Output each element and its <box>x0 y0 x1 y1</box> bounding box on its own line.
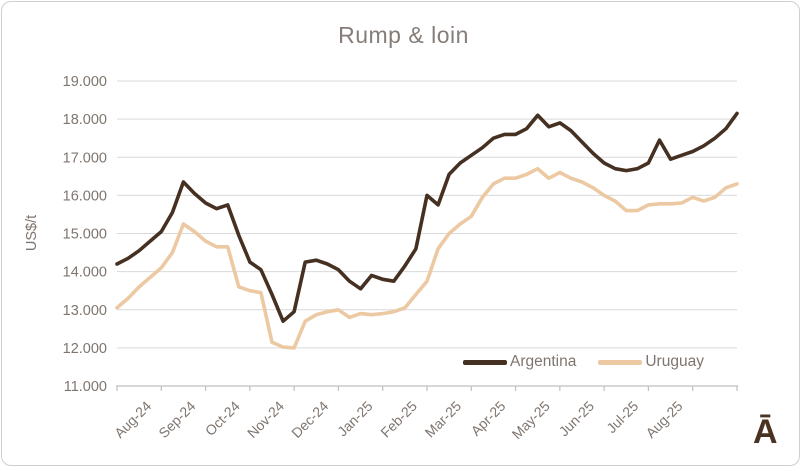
legend-item-argentina: Argentina <box>463 353 576 371</box>
legend: Argentina Uruguay <box>463 353 704 371</box>
svg-text:Jul-25: Jul-25 <box>603 398 641 436</box>
chart-title: Rump & loin <box>338 22 469 48</box>
argentina-line-swatch <box>463 359 507 365</box>
svg-text:Nov-24: Nov-24 <box>244 398 287 441</box>
svg-text:11.000: 11.000 <box>64 379 107 395</box>
svg-text:Aug-24: Aug-24 <box>111 398 154 441</box>
svg-text:17.000: 17.000 <box>63 150 107 166</box>
svg-text:Sep-24: Sep-24 <box>155 398 198 441</box>
svg-text:19.000: 19.000 <box>63 74 107 90</box>
svg-text:May-25: May-25 <box>509 398 553 442</box>
series-lines <box>115 111 739 350</box>
svg-text:13.000: 13.000 <box>63 303 107 319</box>
x-axis-line <box>116 385 738 391</box>
svg-text:16.000: 16.000 <box>63 188 107 204</box>
legend-label-uruguay: Uruguay <box>645 353 704 370</box>
legend-label-argentina: Argentina <box>510 353 577 370</box>
svg-text:18.000: 18.000 <box>63 112 107 128</box>
svg-text:Aug-25: Aug-25 <box>642 398 685 441</box>
svg-text:Apr-25: Apr-25 <box>468 398 509 439</box>
brand-logo: Ā <box>753 413 778 451</box>
legend-item-uruguay: Uruguay <box>598 353 704 371</box>
x-axis-tick-labels: Aug-24 Sep-24 Oct-24 Nov-24 Dec-24 Jan-25 Feb-… <box>111 398 686 442</box>
svg-text:Jan-25: Jan-25 <box>334 398 376 440</box>
gridlines <box>117 80 737 349</box>
svg-text:Dec-24: Dec-24 <box>288 398 331 441</box>
svg-text:Feb-25: Feb-25 <box>377 398 420 441</box>
svg-text:15.000: 15.000 <box>63 227 107 243</box>
svg-text:12.000: 12.000 <box>63 341 107 357</box>
uruguay-line-swatch <box>598 359 643 365</box>
svg-text:Mar-25: Mar-25 <box>422 398 465 441</box>
svg-text:Jun-25: Jun-25 <box>556 398 598 440</box>
svg-text:Oct-24: Oct-24 <box>202 398 243 439</box>
y-axis-tick-labels: 11.000 12.000 13.000 14.000 15.000 16.000 17.0… <box>63 74 107 395</box>
svg-text:14.000: 14.000 <box>63 265 107 281</box>
